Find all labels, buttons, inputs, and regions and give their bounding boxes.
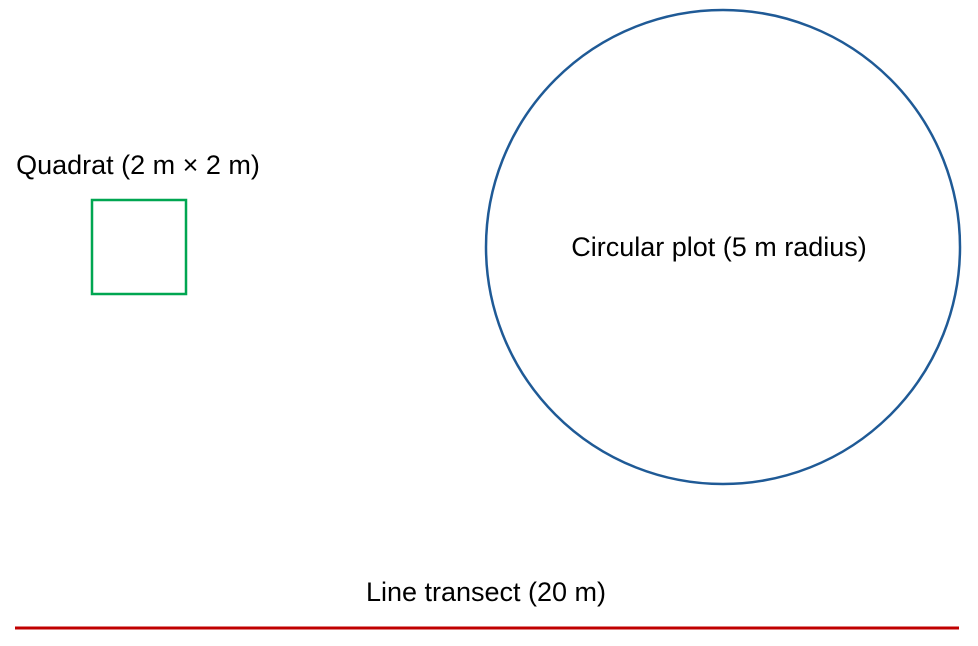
line-transect-group: Line transect (20 m)	[15, 577, 959, 630]
line-transect-label: Line transect (20 m)	[366, 577, 606, 607]
circular-plot-label: Circular plot (5 m radius)	[571, 232, 867, 262]
circular-plot-group: Circular plot (5 m radius)	[484, 8, 962, 486]
quadrat-label: Quadrat (2 m × 2 m)	[16, 150, 260, 180]
circular-plot-circle	[484, 8, 962, 486]
quadrat-group: Quadrat (2 m × 2 m)	[16, 150, 260, 296]
quadrat-square	[90, 198, 188, 296]
